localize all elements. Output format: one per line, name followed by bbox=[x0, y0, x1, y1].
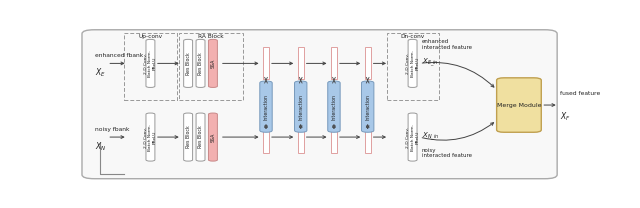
FancyBboxPatch shape bbox=[82, 30, 557, 179]
Text: Interaction: Interaction bbox=[365, 94, 370, 120]
Bar bbox=[298, 47, 304, 79]
Bar bbox=[263, 47, 269, 79]
Bar bbox=[387, 33, 438, 100]
Text: SSA: SSA bbox=[211, 132, 216, 142]
Text: $X_N$: $X_N$ bbox=[95, 140, 106, 153]
Text: 2-D Conv.
Batch Norm.
PReLU: 2-D Conv. Batch Norm. PReLU bbox=[406, 50, 419, 77]
Text: Interaction: Interaction bbox=[264, 94, 269, 120]
Text: Interaction: Interaction bbox=[332, 94, 337, 120]
FancyBboxPatch shape bbox=[146, 113, 155, 161]
Text: Interaction: Interaction bbox=[298, 94, 303, 120]
Text: Res Block: Res Block bbox=[186, 52, 191, 75]
Bar bbox=[331, 47, 337, 79]
Bar bbox=[298, 121, 304, 153]
Text: $X_{N\_in}$: $X_{N\_in}$ bbox=[422, 131, 439, 143]
Bar bbox=[365, 121, 371, 153]
Text: noisy fbank: noisy fbank bbox=[95, 126, 129, 132]
Text: $X_E$: $X_E$ bbox=[95, 67, 106, 79]
FancyBboxPatch shape bbox=[408, 113, 417, 161]
FancyBboxPatch shape bbox=[209, 39, 218, 87]
Text: Res Block: Res Block bbox=[198, 126, 203, 149]
Text: Merge Module: Merge Module bbox=[497, 103, 541, 108]
FancyBboxPatch shape bbox=[362, 81, 374, 132]
Text: Dn-conv: Dn-conv bbox=[401, 35, 425, 40]
Text: fused feature: fused feature bbox=[559, 91, 600, 96]
FancyBboxPatch shape bbox=[184, 39, 193, 87]
Bar bbox=[263, 121, 269, 153]
Text: SSA: SSA bbox=[211, 59, 216, 68]
Bar bbox=[179, 33, 243, 100]
Text: Res Block: Res Block bbox=[186, 126, 191, 149]
Bar bbox=[124, 33, 177, 100]
FancyBboxPatch shape bbox=[196, 113, 205, 161]
FancyBboxPatch shape bbox=[196, 39, 205, 87]
Text: 2-D Conv.
Batch Norm.
PReLU: 2-D Conv. Batch Norm. PReLU bbox=[144, 124, 157, 151]
FancyBboxPatch shape bbox=[328, 81, 340, 132]
Text: Up-conv: Up-conv bbox=[138, 35, 163, 40]
Text: noisy
interacted feature: noisy interacted feature bbox=[422, 148, 472, 158]
Text: enhanced
interacted feature: enhanced interacted feature bbox=[422, 39, 472, 50]
FancyBboxPatch shape bbox=[408, 39, 417, 87]
Text: $X_{E\_in}$: $X_{E\_in}$ bbox=[422, 57, 439, 69]
Text: enhanced fbank: enhanced fbank bbox=[95, 53, 143, 58]
FancyBboxPatch shape bbox=[209, 113, 218, 161]
Text: 2-D Conv.
Batch Norm.
PReLU: 2-D Conv. Batch Norm. PReLU bbox=[406, 124, 419, 151]
Text: $X_F$: $X_F$ bbox=[559, 110, 570, 123]
Text: 2-D Conv.
Batch Norm.
PReLU: 2-D Conv. Batch Norm. PReLU bbox=[144, 50, 157, 77]
FancyBboxPatch shape bbox=[260, 81, 272, 132]
Text: Res Block: Res Block bbox=[198, 52, 203, 75]
FancyBboxPatch shape bbox=[146, 39, 155, 87]
Text: RA Block: RA Block bbox=[198, 35, 224, 40]
Bar bbox=[331, 121, 337, 153]
FancyBboxPatch shape bbox=[294, 81, 307, 132]
FancyBboxPatch shape bbox=[184, 113, 193, 161]
FancyBboxPatch shape bbox=[497, 78, 541, 132]
Bar bbox=[365, 47, 371, 79]
